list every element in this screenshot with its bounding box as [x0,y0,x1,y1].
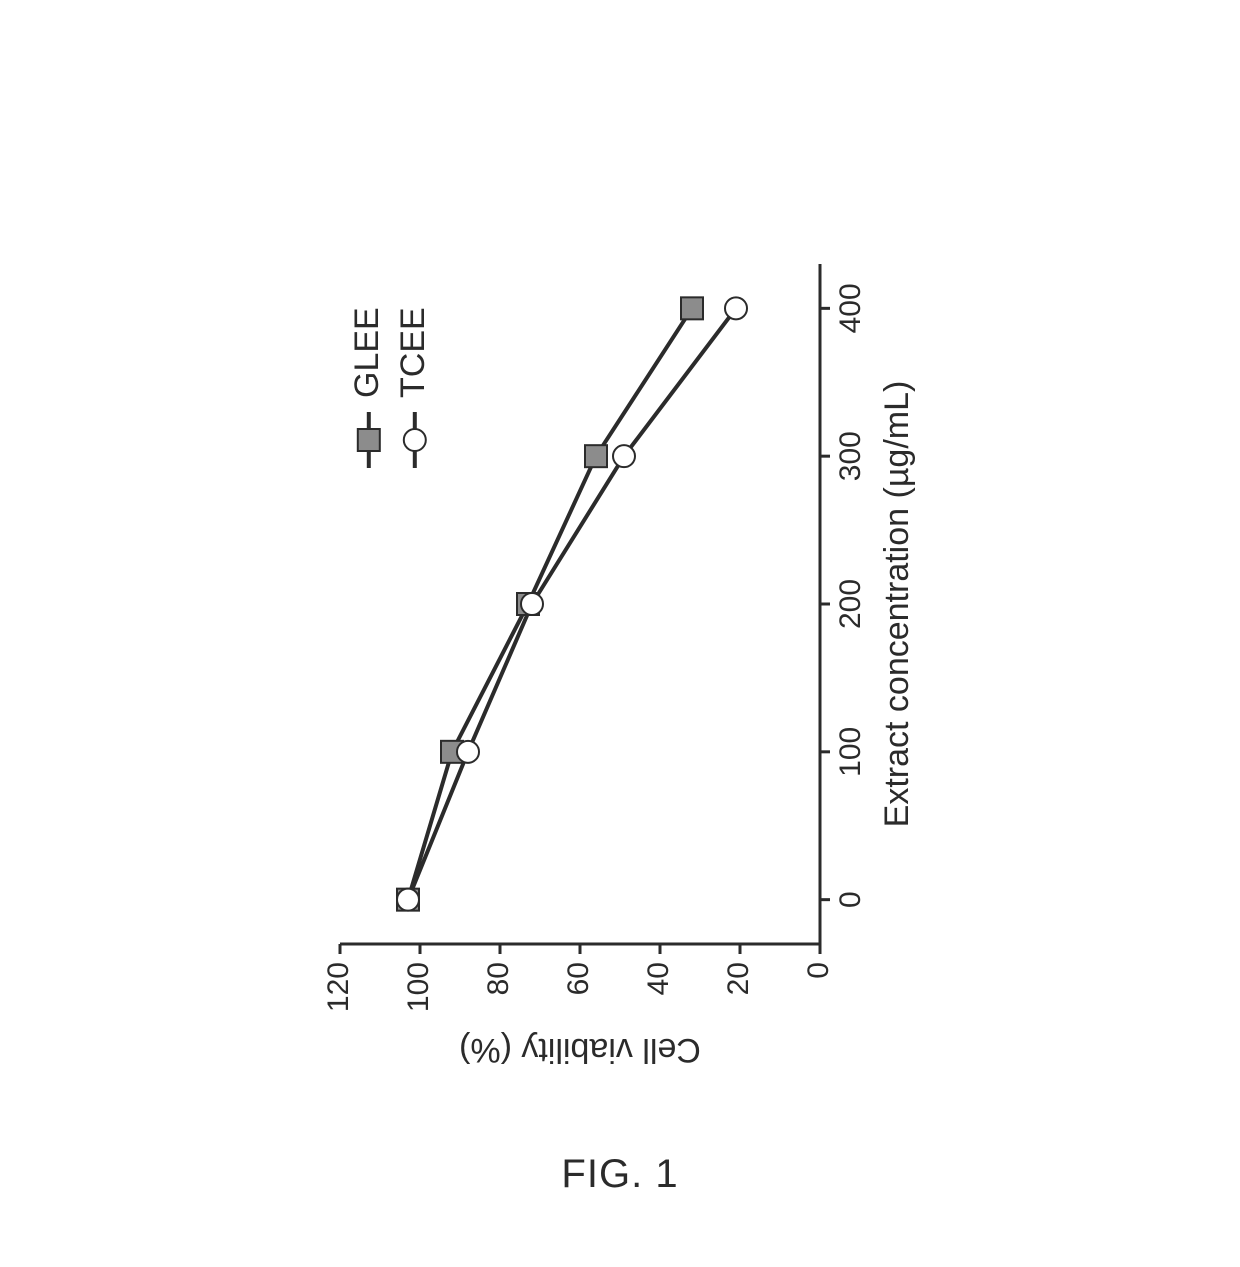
svg-text:40: 40 [642,962,675,995]
legend-label-glee: GLEE [348,307,386,398]
svg-text:0: 0 [802,962,835,979]
marker-square [358,429,380,451]
chart-rotated-container: 0 20 40 60 80 100 120 Cell viability (%) 0 100 200… [300,184,940,1084]
marker-circle [404,429,426,451]
marker-circle [457,740,479,762]
svg-text:100: 100 [834,726,867,776]
marker-circle [521,593,543,615]
svg-text:120: 120 [322,962,355,1012]
svg-text:200: 200 [834,578,867,628]
marker-circle [613,445,635,467]
svg-text:80: 80 [482,962,515,995]
svg-text:100: 100 [402,962,435,1012]
marker-square [681,297,703,319]
page: 0 20 40 60 80 100 120 Cell viability (%) 0 100 200… [0,0,1240,1267]
marker-circle [397,888,419,910]
legend-label-tcee: TCEE [394,307,432,398]
viability-chart: 0 20 40 60 80 100 120 Cell viability (%) 0 100 200… [300,184,940,1084]
marker-circle [725,297,747,319]
svg-text:0: 0 [834,891,867,908]
svg-text:400: 400 [834,283,867,333]
svg-text:60: 60 [562,962,595,995]
svg-text:20: 20 [722,962,755,995]
svg-text:Cell viability (%): Cell viability (%) [459,1031,701,1069]
marker-square [585,445,607,467]
svg-text:Extract concentration (µg/mL): Extract concentration (µg/mL) [878,380,916,827]
svg-text:300: 300 [834,431,867,481]
figure-caption: FIG. 1 [561,1152,678,1197]
